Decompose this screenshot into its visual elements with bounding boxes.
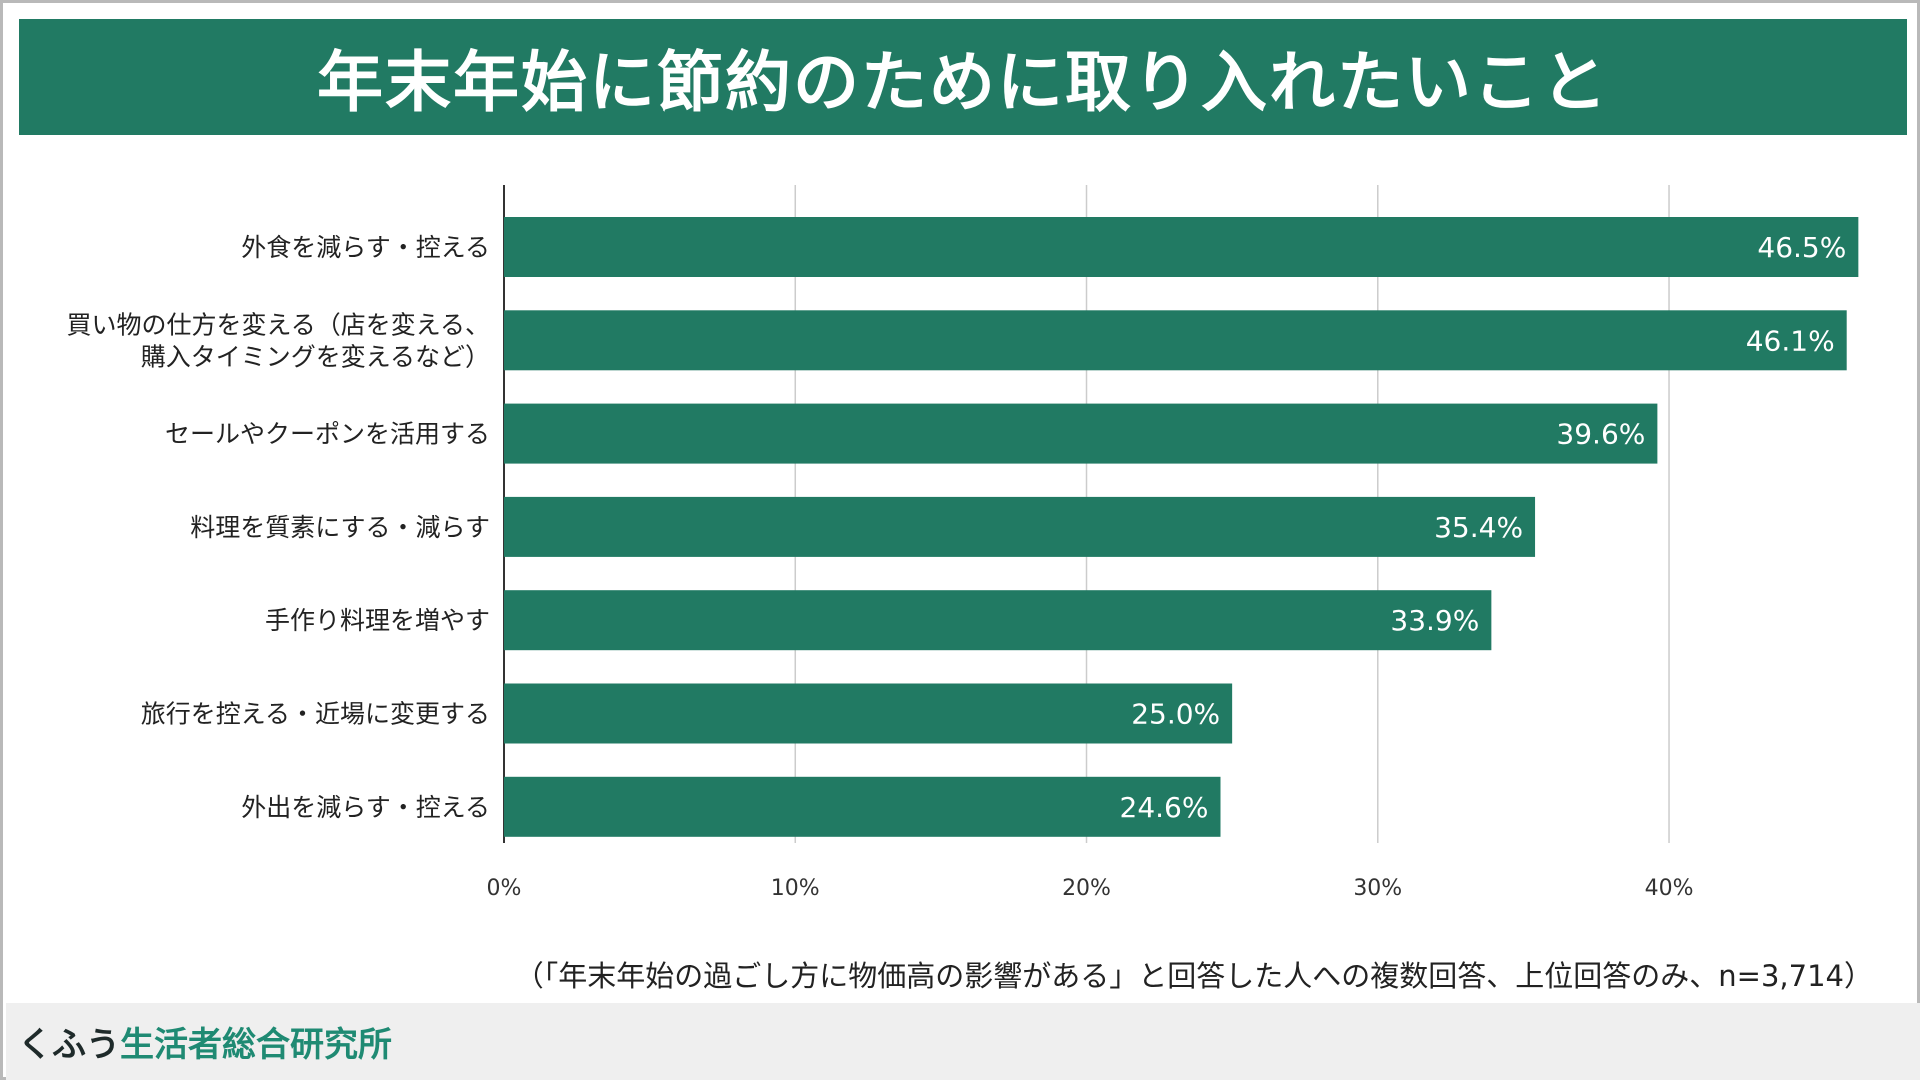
bar-chart: 外食を減らす・控える買い物の仕方を変える（店を変える、購入タイミングを変えるなど…: [66, 185, 1859, 901]
bar: [504, 403, 1658, 464]
category-labels: 外食を減らす・控える買い物の仕方を変える（店を変える、購入タイミングを変えるなど…: [66, 233, 490, 822]
bar: [504, 776, 1221, 837]
bar: [504, 496, 1536, 557]
bars: [504, 217, 1859, 837]
brand-name-part1: くふう: [18, 1025, 120, 1065]
x-tick-label: 40%: [1645, 876, 1694, 901]
title-banner: 年末年始に節約のために取り入れたいこと: [19, 19, 1907, 135]
brand-logo: くふう生活者総合研究所: [18, 1017, 392, 1066]
category-label: 旅行を控える・近場に変更する: [141, 700, 490, 729]
value-label: 24.6%: [1120, 791, 1209, 824]
bar: [504, 310, 1847, 371]
category-label: セールやクーポンを活用する: [165, 420, 490, 449]
x-tick-label: 10%: [771, 876, 820, 901]
x-tick-label: 0%: [487, 876, 522, 901]
value-labels: 46.5% 46.1% 39.6% 35.4% 33.9% 25.0% 24.6%: [1120, 231, 1847, 824]
value-label: 39.6%: [1556, 418, 1645, 451]
x-tick-label: 20%: [1062, 876, 1111, 901]
category-label: 外出を減らす・控える: [241, 793, 490, 822]
category-label: 外食を減らす・控える: [241, 233, 490, 262]
bar: [504, 217, 1859, 277]
brand-name-part2: 生活者総合研究所: [120, 1025, 392, 1065]
category-label: 購入タイミングを変えるなど）: [141, 342, 490, 371]
x-tick-label: 30%: [1353, 876, 1402, 901]
value-label: 25.0%: [1131, 698, 1220, 731]
value-label: 33.9%: [1390, 604, 1479, 637]
value-label: 46.1%: [1746, 324, 1835, 357]
chart-title: 年末年始に節約のために取り入れたいこと: [317, 44, 1609, 121]
survey-note: （「年末年始の過ごし方に物価高の影響がある」と回答した人への複数回答、上位回答の…: [514, 959, 1873, 993]
bar: [504, 683, 1233, 744]
category-label: 料理を質素にする・減らす: [190, 513, 490, 542]
value-label: 46.5%: [1757, 231, 1846, 264]
value-label: 35.4%: [1434, 511, 1523, 544]
category-label: 買い物の仕方を変える（店を変える、: [66, 310, 490, 339]
footer: くふう生活者総合研究所: [6, 1003, 1920, 1080]
category-label: 手作り料理を増やす: [265, 606, 490, 635]
bar: [504, 590, 1492, 651]
x-axis-ticks: 0% 10% 20% 30% 40%: [487, 876, 1694, 901]
